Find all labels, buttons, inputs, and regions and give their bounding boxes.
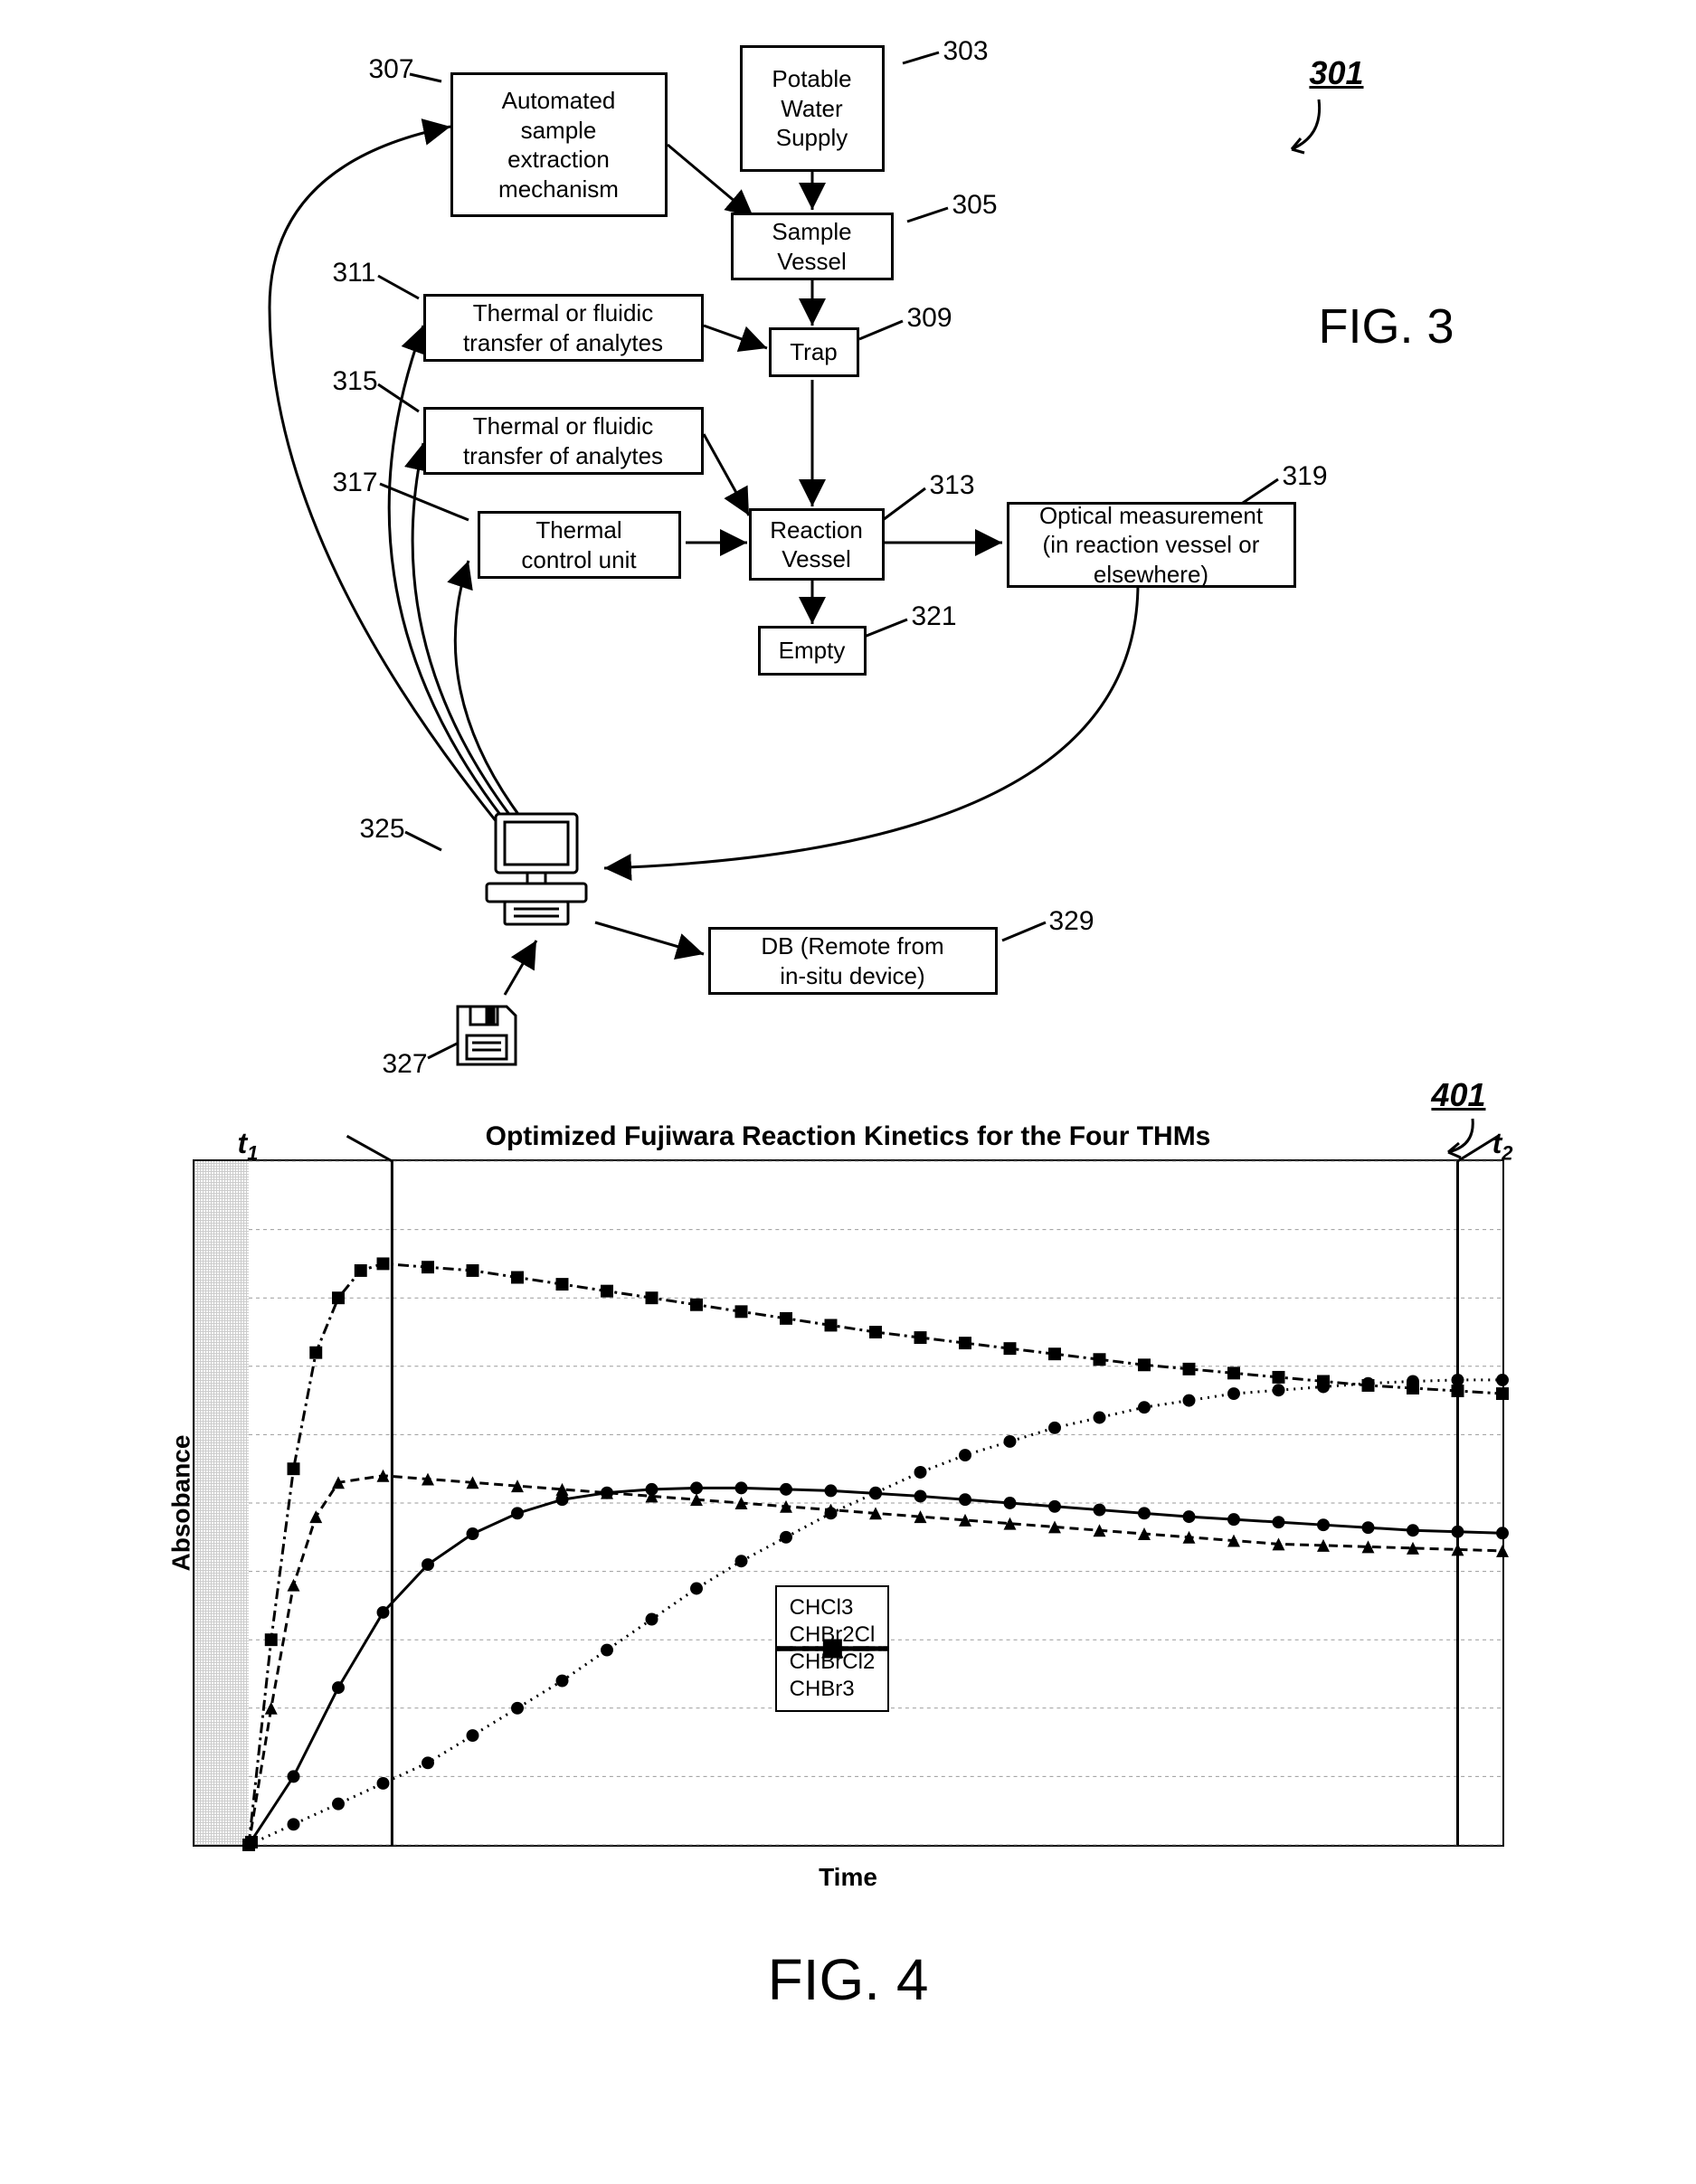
box-transfer-2: Thermal or fluidictransfer of analytes xyxy=(423,407,704,475)
chart-plot: CHCl3CHBr2ClCHBrCl2CHBr3 xyxy=(249,1161,1502,1845)
label-305: 305 xyxy=(952,190,998,221)
box-transfer-1-text: Thermal or fluidictransfer of analytes xyxy=(463,298,663,357)
label-321: 321 xyxy=(912,601,957,632)
label-317: 317 xyxy=(333,468,378,498)
floppy-disk-icon xyxy=(450,999,523,1072)
fig4-caption: FIG. 4 xyxy=(36,1946,1660,2013)
box-db-text: DB (Remote fromin-situ device) xyxy=(761,931,943,990)
box-thermal-control: Thermalcontrol unit xyxy=(478,511,681,579)
y-axis-label: Absobance xyxy=(166,1435,195,1572)
box-db: DB (Remote fromin-situ device) xyxy=(708,927,998,995)
chart-legend: CHCl3CHBr2ClCHBrCl2CHBr3 xyxy=(775,1585,890,1712)
box-sample-vessel-text: SampleVessel xyxy=(772,217,851,276)
box-reaction-vessel-text: ReactionVessel xyxy=(770,515,863,574)
box-automated-extraction: Automatedsampleextractionmechanism xyxy=(450,72,668,217)
label-319: 319 xyxy=(1283,461,1328,492)
label-325: 325 xyxy=(360,814,405,845)
label-327: 327 xyxy=(383,1049,428,1080)
box-potable-water: PotableWaterSupply xyxy=(740,45,885,172)
box-transfer-2-text: Thermal or fluidictransfer of analytes xyxy=(463,411,663,470)
chart-title: Optimized Fujiwara Reaction Kinetics for… xyxy=(193,1121,1504,1152)
box-potable-water-text: PotableWaterSupply xyxy=(772,64,851,153)
legend-item: CHBr3 xyxy=(790,1676,876,1703)
box-thermal-control-text: Thermalcontrol unit xyxy=(521,515,636,574)
fig3-number: 301 xyxy=(1309,54,1363,92)
box-empty-text: Empty xyxy=(779,636,846,666)
box-automated-extraction-text: Automatedsampleextractionmechanism xyxy=(498,86,619,203)
box-trap-text: Trap xyxy=(790,337,838,367)
box-trap: Trap xyxy=(769,327,859,377)
chart-outer: CHCl3CHBr2ClCHBrCl2CHBr3 Absobance xyxy=(193,1159,1504,1847)
fig4-chart-area: 401 t1 t2 Optimized Fujiwara Reaction Ki… xyxy=(193,1121,1504,1892)
fig4-number: 401 xyxy=(1431,1076,1485,1114)
box-optical-measurement: Optical measurement(in reaction vessel o… xyxy=(1007,502,1296,588)
label-329: 329 xyxy=(1049,906,1094,937)
box-empty: Empty xyxy=(758,626,867,676)
label-313: 313 xyxy=(930,470,975,501)
label-311: 311 xyxy=(333,258,376,288)
label-307: 307 xyxy=(369,54,414,85)
label-303: 303 xyxy=(943,36,989,67)
label-315: 315 xyxy=(333,366,378,397)
box-optical-measurement-text: Optical measurement(in reaction vessel o… xyxy=(1039,501,1263,590)
box-transfer-1: Thermal or fluidictransfer of analytes xyxy=(423,294,704,362)
box-sample-vessel: SampleVessel xyxy=(731,213,894,280)
fig3-diagram: PotableWaterSupply 303 Automatedsampleex… xyxy=(215,36,1482,1085)
x-axis-label: Time xyxy=(193,1863,1504,1892)
label-309: 309 xyxy=(907,303,952,334)
box-reaction-vessel: ReactionVessel xyxy=(749,508,885,581)
fig3-caption: FIG. 3 xyxy=(1318,298,1454,355)
computer-icon xyxy=(478,809,595,936)
